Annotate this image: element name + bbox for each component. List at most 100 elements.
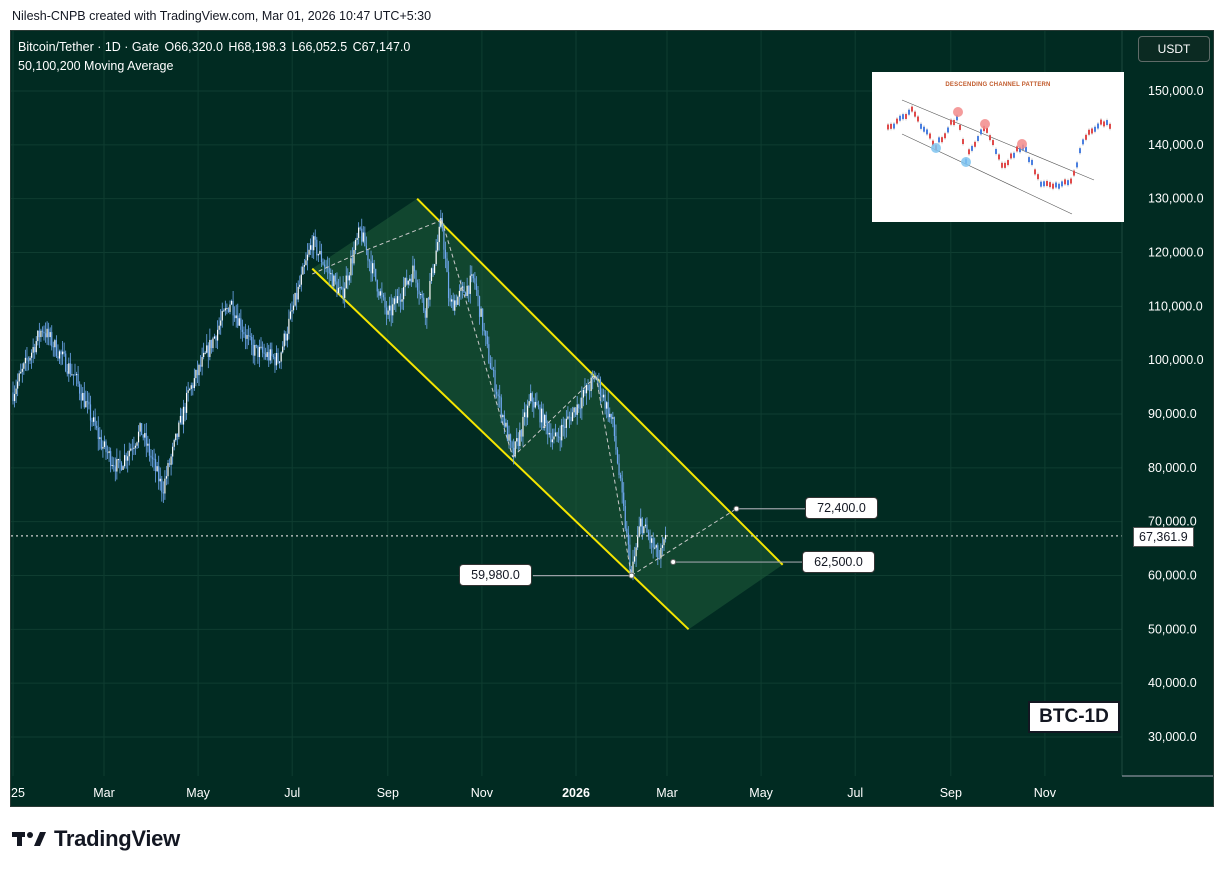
- candle-body: [444, 249, 447, 259]
- inset-candle: [1037, 174, 1039, 180]
- candle-body: [565, 418, 567, 428]
- candle-body: [261, 346, 264, 353]
- candle-body: [297, 286, 299, 300]
- y-tick-label: 140,000.0: [1148, 138, 1204, 152]
- high-value: H68,198.3: [228, 40, 287, 54]
- price-chart[interactable]: 30,000.0 40,000.0 50,000.0 60,000.0 70,000.0…: [11, 31, 1214, 807]
- candle-body: [595, 376, 597, 380]
- inset-candle: [1049, 182, 1051, 188]
- candle-body: [341, 287, 343, 289]
- candle-body: [181, 415, 183, 425]
- candle-body: [292, 305, 295, 311]
- candle-body: [494, 370, 496, 392]
- y-tick-label: 90,000.0: [1148, 407, 1197, 421]
- candle-body: [364, 232, 366, 247]
- candle-body: [37, 330, 39, 342]
- candle-body: [258, 347, 261, 358]
- candle-body: [446, 258, 448, 273]
- candle-body: [69, 363, 71, 375]
- candle-body: [589, 390, 591, 392]
- currency-button[interactable]: USDT: [1138, 36, 1210, 62]
- candle-body: [451, 299, 453, 302]
- inset-candle: [956, 115, 958, 121]
- inset-candle: [938, 137, 940, 143]
- candle-body: [43, 331, 45, 334]
- x-tick-label: 25: [11, 786, 25, 800]
- candle-body: [612, 417, 614, 419]
- candle-body: [655, 545, 657, 548]
- inset-candle: [1061, 181, 1063, 187]
- candle-body: [244, 334, 247, 339]
- candle-body: [382, 295, 385, 298]
- candle-body: [265, 353, 267, 357]
- candle-body: [629, 544, 631, 570]
- inset-candle: [905, 113, 907, 119]
- symbol-label[interactable]: Bitcoin/Tether · 1D · Gate: [18, 40, 160, 54]
- candle-body: [221, 311, 223, 321]
- candle-body: [471, 274, 473, 276]
- candle-body: [21, 368, 23, 372]
- candle-body: [522, 416, 524, 437]
- projection-lines: [11, 219, 1122, 579]
- candle-body: [375, 268, 377, 281]
- candle-body: [424, 310, 426, 318]
- candle-body: [172, 446, 174, 457]
- tradingview-logo[interactable]: TradingView: [12, 826, 180, 852]
- swing-dashed-line: [512, 375, 597, 458]
- candle-body: [389, 305, 391, 311]
- inset-candle: [1034, 169, 1036, 175]
- candle-body: [430, 268, 433, 281]
- candle-body: [585, 385, 588, 394]
- candle-body: [238, 318, 240, 326]
- chart-frame[interactable]: 30,000.0 40,000.0 50,000.0 60,000.0 70,000.0…: [10, 30, 1214, 807]
- candle-body: [635, 547, 637, 557]
- inset-candle: [968, 149, 970, 155]
- candle-body: [257, 345, 259, 358]
- candle-body: [167, 463, 169, 477]
- candle-body: [475, 283, 478, 291]
- x-tick-label: Nov: [471, 786, 494, 800]
- inset-candle: [1025, 146, 1027, 152]
- candle-body: [213, 336, 216, 339]
- candle-body: [165, 476, 168, 479]
- candle-body: [348, 275, 350, 281]
- candle-body: [413, 265, 416, 272]
- candle-body: [178, 422, 180, 437]
- candle-body: [517, 438, 519, 447]
- inset-candle: [950, 119, 952, 125]
- candle-body: [283, 333, 285, 347]
- candle-body: [24, 357, 26, 364]
- candle-body: [151, 457, 154, 459]
- candle-body: [592, 376, 594, 378]
- candle-body: [378, 291, 380, 296]
- candle-body: [465, 292, 467, 296]
- inset-candle: [1013, 152, 1015, 158]
- candle-body: [604, 394, 606, 409]
- y-tick-label: 130,000.0: [1148, 192, 1204, 206]
- candle-body: [230, 300, 233, 305]
- low-price-label[interactable]: 59,980.0: [459, 564, 532, 586]
- candle-body: [432, 268, 434, 274]
- candle-body: [55, 340, 57, 357]
- candle-body: [285, 333, 287, 341]
- candle-body: [551, 439, 553, 443]
- candle-body: [302, 266, 304, 275]
- candle-body: [275, 352, 278, 366]
- support-price-label[interactable]: 62,500.0: [802, 551, 875, 573]
- candle-body: [486, 336, 488, 345]
- candle-body: [554, 432, 557, 437]
- indicator-label[interactable]: 50,100,200 Moving Average: [18, 59, 174, 73]
- target-price-label[interactable]: 72,400.0: [805, 497, 878, 519]
- candle-body: [110, 451, 112, 466]
- inset-candle: [1106, 120, 1108, 126]
- candle-body: [545, 414, 547, 424]
- candle-body: [640, 518, 642, 527]
- candle-body: [125, 455, 127, 461]
- candle-body: [289, 311, 292, 319]
- candle-body: [664, 535, 667, 540]
- candle-body: [579, 408, 581, 410]
- inset-candle: [989, 135, 991, 141]
- x-tick-label: Jul: [284, 786, 300, 800]
- candle-body: [502, 415, 504, 418]
- candle-body: [243, 331, 245, 335]
